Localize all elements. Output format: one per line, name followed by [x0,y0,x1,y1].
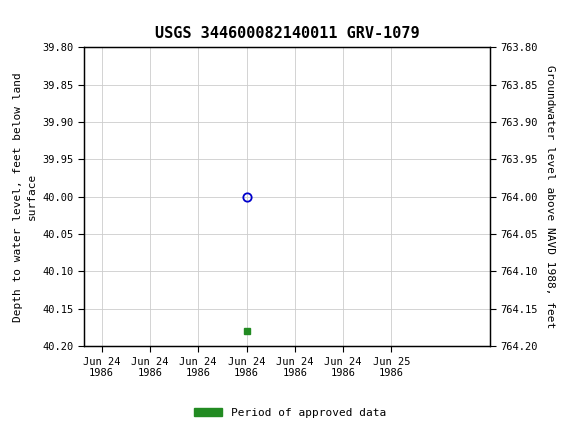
Text: USGS: USGS [44,7,107,27]
Text: ≋: ≋ [7,5,28,29]
Title: USGS 344600082140011 GRV-1079: USGS 344600082140011 GRV-1079 [155,25,419,40]
Legend: Period of approved data: Period of approved data [190,403,390,422]
Y-axis label: Groundwater level above NAVD 1988, feet: Groundwater level above NAVD 1988, feet [545,65,555,329]
Y-axis label: Depth to water level, feet below land
surface: Depth to water level, feet below land su… [13,72,37,322]
